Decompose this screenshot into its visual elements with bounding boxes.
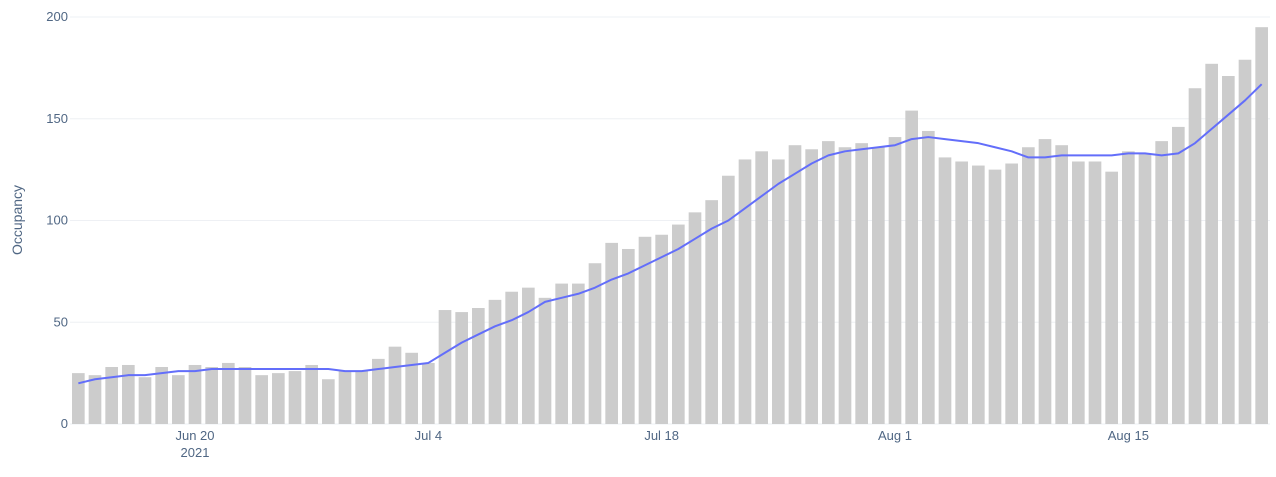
x-tick-label: Aug 15 bbox=[1108, 428, 1149, 443]
bar bbox=[205, 367, 218, 424]
bar bbox=[422, 362, 435, 424]
line bbox=[78, 83, 1263, 385]
y-tick-label: 50 bbox=[54, 314, 68, 329]
bar bbox=[122, 364, 135, 424]
bar bbox=[922, 130, 935, 424]
bar bbox=[888, 137, 902, 424]
bar bbox=[788, 145, 802, 424]
bar bbox=[655, 234, 668, 424]
bar bbox=[188, 364, 202, 424]
bar bbox=[688, 212, 702, 424]
bar bbox=[522, 287, 535, 424]
bar bbox=[705, 200, 718, 424]
bar bbox=[238, 367, 252, 424]
bar bbox=[472, 308, 485, 424]
bar bbox=[105, 367, 118, 424]
bar bbox=[1055, 145, 1068, 424]
bar bbox=[338, 371, 352, 424]
bar bbox=[172, 375, 185, 424]
bar bbox=[1155, 141, 1168, 424]
bar bbox=[605, 242, 618, 424]
x-tick-label: Jun 20 2021 bbox=[175, 428, 214, 460]
bar bbox=[155, 367, 168, 424]
bar bbox=[455, 312, 468, 424]
bar bbox=[1022, 147, 1035, 425]
x-tick-label: Jul 18 bbox=[644, 428, 679, 443]
bar bbox=[272, 373, 285, 424]
bar bbox=[505, 291, 518, 424]
bar bbox=[88, 375, 102, 424]
bar bbox=[872, 147, 885, 425]
bar bbox=[322, 379, 335, 424]
bar bbox=[1072, 161, 1085, 425]
bar bbox=[722, 175, 735, 424]
bar bbox=[905, 110, 918, 425]
bar bbox=[1205, 63, 1218, 425]
y-tick-label: 0 bbox=[61, 416, 68, 431]
bar bbox=[1222, 76, 1235, 424]
bar bbox=[555, 283, 568, 424]
bar bbox=[572, 283, 585, 424]
bar bbox=[1172, 126, 1185, 424]
bar bbox=[538, 297, 552, 424]
bar bbox=[588, 263, 602, 424]
bar bbox=[138, 377, 152, 424]
y-tick-label: 150 bbox=[46, 111, 68, 126]
y-axis-title: Occupancy bbox=[9, 185, 25, 255]
bar bbox=[855, 143, 868, 425]
bar bbox=[1088, 161, 1102, 425]
bar bbox=[1005, 163, 1018, 424]
bar bbox=[372, 358, 385, 424]
y-tick-label: 200 bbox=[46, 9, 68, 24]
bar bbox=[988, 169, 1002, 424]
bar bbox=[388, 346, 402, 424]
bar bbox=[288, 371, 302, 424]
bar bbox=[972, 165, 985, 424]
bar bbox=[355, 371, 368, 424]
bar bbox=[805, 149, 818, 424]
bar bbox=[255, 375, 268, 424]
bar bbox=[1188, 88, 1202, 424]
x-tick-label: Aug 1 bbox=[878, 428, 912, 443]
bar bbox=[488, 299, 502, 424]
bar bbox=[1105, 171, 1118, 424]
bar bbox=[738, 159, 752, 424]
bar bbox=[672, 224, 685, 424]
bar bbox=[72, 373, 85, 424]
y-tick-label: 100 bbox=[46, 213, 68, 228]
bar bbox=[955, 161, 968, 425]
bar bbox=[1138, 153, 1152, 424]
bar bbox=[838, 147, 852, 425]
bar bbox=[1255, 27, 1268, 425]
bar bbox=[822, 141, 835, 424]
bar bbox=[755, 151, 768, 424]
bar bbox=[222, 362, 235, 424]
bar bbox=[405, 352, 418, 424]
bar bbox=[438, 310, 452, 424]
bar bbox=[1038, 139, 1052, 424]
bar bbox=[772, 159, 785, 424]
x-tick-label: Jul 4 bbox=[415, 428, 442, 443]
bar bbox=[938, 157, 952, 425]
bar bbox=[1238, 59, 1252, 425]
bar bbox=[622, 248, 635, 424]
bar bbox=[638, 236, 652, 424]
bar bbox=[305, 364, 318, 424]
bar bbox=[1122, 151, 1135, 424]
